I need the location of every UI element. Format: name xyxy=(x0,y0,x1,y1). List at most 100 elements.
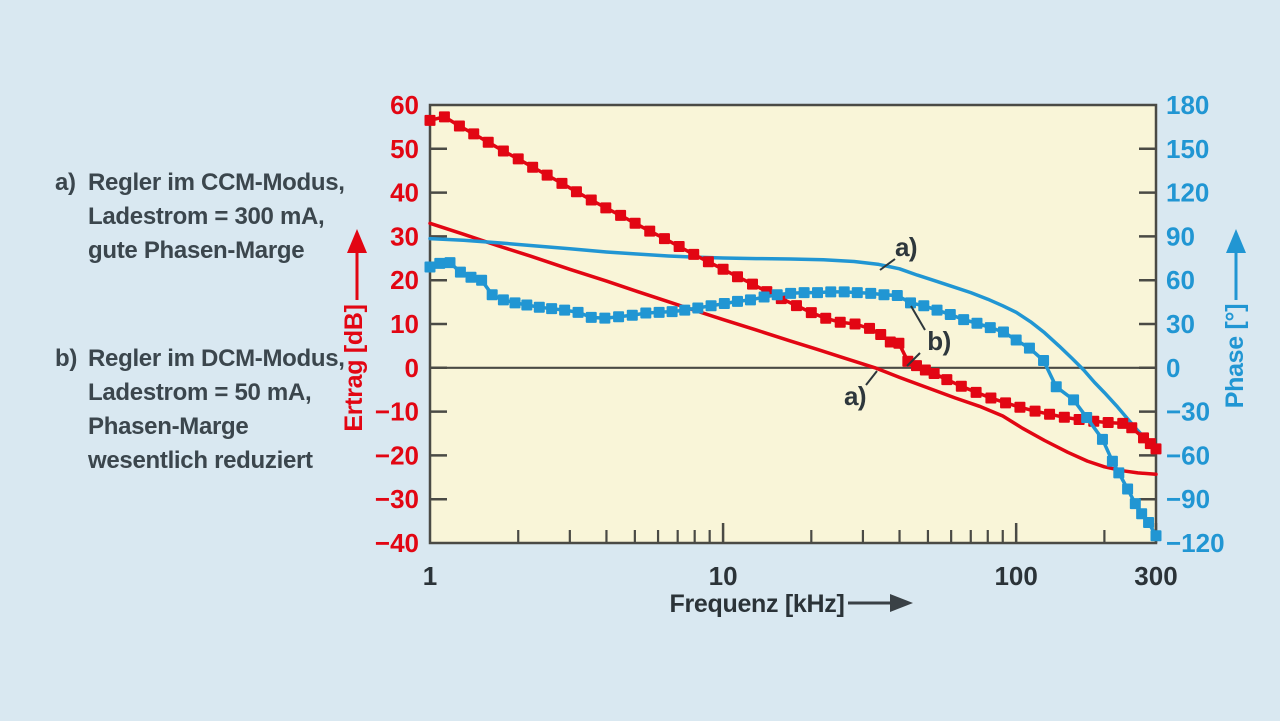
phase-b-marker xyxy=(931,304,943,316)
gain-b-marker xyxy=(541,169,553,181)
legend-a-line-2: Ladestrom = 300 mA, xyxy=(88,203,325,230)
phase-b-marker xyxy=(732,295,744,307)
phase-b-marker xyxy=(851,287,863,299)
phase-b-marker xyxy=(692,302,704,314)
legend-text-a: Regler im CCM-Modus, Ladestrom = 300 mA,… xyxy=(88,166,345,268)
phase-b-marker xyxy=(891,290,903,302)
phase-b-marker xyxy=(1081,411,1093,423)
phase-b-marker xyxy=(812,287,824,299)
gain-b-marker xyxy=(884,336,896,348)
legend-marker-b: b) xyxy=(55,345,78,372)
gain-b-marker xyxy=(424,114,436,126)
phase-b-marker xyxy=(971,317,983,329)
phase-b-marker xyxy=(465,271,477,283)
curves-group xyxy=(424,111,1162,542)
phase-axis-title: Phase [°] xyxy=(1221,304,1249,409)
phase-b-marker xyxy=(1050,381,1062,393)
x-axis-tick-label: 10 xyxy=(709,561,738,591)
phase-b-marker xyxy=(958,314,970,326)
gain-b-marker xyxy=(497,145,509,157)
phase-axis-tick-label: 120 xyxy=(1166,178,1209,208)
gain-b-marker xyxy=(453,120,465,132)
phase-b-marker xyxy=(1010,334,1022,346)
phase-b-marker xyxy=(1136,508,1148,520)
phase-axis-tick-label: −60 xyxy=(1166,440,1210,470)
annotation-leader-line xyxy=(879,258,896,271)
legend-text-b: Regler im DCM-Modus, Ladestrom = 50 mA, … xyxy=(88,342,345,478)
legend-b-line-3: Phasen-Marge xyxy=(88,413,249,440)
gain-b-marker xyxy=(482,136,494,148)
phase-b-marker xyxy=(918,300,930,312)
gain-b-marker xyxy=(644,225,656,237)
frequency-axis-title: Frequenz [kHz] xyxy=(670,590,845,618)
phase-b-marker xyxy=(944,309,956,321)
gain-axis-tick-label: 30 xyxy=(390,221,419,251)
curve-annotation-label: b) xyxy=(927,326,951,356)
curve-annotation-label: a) xyxy=(844,381,866,411)
gain-axis-tick-label: 50 xyxy=(390,134,419,164)
annotations-group: a) b) a) xyxy=(844,232,951,411)
phase-axis-tick-label: −120 xyxy=(1166,528,1225,558)
phase-b-marker xyxy=(1106,455,1118,467)
legend-b-line-4: wesentlich reduziert xyxy=(88,447,313,474)
gain-b-marker xyxy=(702,256,714,268)
phase-b-marker xyxy=(546,303,558,315)
gain-b-marker xyxy=(673,240,685,252)
x-axis-tick-label: 1 xyxy=(423,561,437,591)
phase-b-marker xyxy=(653,306,665,318)
phase-b-marker xyxy=(878,289,890,301)
gain-b-marker xyxy=(1102,417,1114,429)
phase-b-marker xyxy=(758,291,770,303)
phase-b-marker xyxy=(984,322,996,334)
phase-b-marker xyxy=(838,286,850,298)
phase-axis-tick-label: −30 xyxy=(1166,397,1210,427)
phase-b-marker xyxy=(521,299,533,311)
phase-b-marker xyxy=(454,266,466,278)
phase-b-marker xyxy=(1023,342,1035,354)
gain-b-marker xyxy=(834,316,846,328)
gain-axis-tick-label: −10 xyxy=(375,397,419,427)
gain-b-marker xyxy=(820,312,832,324)
gain-axis-tick-label: 0 xyxy=(405,353,419,383)
phase-b-marker xyxy=(599,312,611,324)
gain-b-marker xyxy=(585,194,597,206)
gain-axis-tick-label: −30 xyxy=(375,484,419,514)
phase-b-marker xyxy=(572,306,584,318)
legend-item-b: b) Regler im DCM-Modus, Ladestrom = 50 m… xyxy=(55,342,345,478)
gain-b-marker xyxy=(1029,405,1041,417)
gain-b-marker xyxy=(893,337,905,349)
phase-b-marker xyxy=(825,286,837,298)
phase-b-marker xyxy=(509,297,521,309)
legend-item-a: a) Regler im CCM-Modus, Ladestrom = 300 … xyxy=(55,166,345,268)
gain-b-marker xyxy=(717,263,729,275)
phase-b-marker xyxy=(613,311,625,323)
legend-b-line-1: Regler im DCM-Modus, xyxy=(88,345,345,372)
phase-b-marker xyxy=(1122,483,1134,495)
annotation-leader-line xyxy=(865,370,878,386)
legend-a-line-1: Regler im CCM-Modus, xyxy=(88,169,345,196)
phase-b-marker xyxy=(997,326,1009,338)
gain-b-marker xyxy=(910,360,922,372)
gain-axis-title: Ertrag [dB] xyxy=(340,304,368,431)
phase-b-marker xyxy=(744,294,756,306)
phase-a-curve xyxy=(428,236,1158,452)
gain-b-marker xyxy=(1044,408,1056,420)
gain-axis-tick-label: −40 xyxy=(375,528,419,558)
phase-axis-tick-label: 180 xyxy=(1166,90,1209,120)
gain-axis-arrow-icon xyxy=(347,229,367,300)
gain-b-marker xyxy=(941,374,953,386)
x-axis-tick-label: 300 xyxy=(1134,561,1177,591)
gain-b-marker xyxy=(629,217,641,229)
phase-axis-tick-label: 150 xyxy=(1166,134,1209,164)
gain-b-marker xyxy=(1150,443,1162,455)
gain-b-marker xyxy=(570,186,582,198)
gain-axis-tick-label: 60 xyxy=(390,90,419,120)
gain-b-marker xyxy=(746,278,758,290)
legend-a-line-3: gute Phasen-Marge xyxy=(88,237,305,264)
gain-b-marker xyxy=(658,233,670,245)
phase-b-marker xyxy=(798,287,810,299)
annotation-leader-line xyxy=(906,352,921,367)
gain-b-marker xyxy=(556,177,568,189)
gain-axis-tick-label: −20 xyxy=(375,440,419,470)
phase-b-marker xyxy=(434,257,446,269)
